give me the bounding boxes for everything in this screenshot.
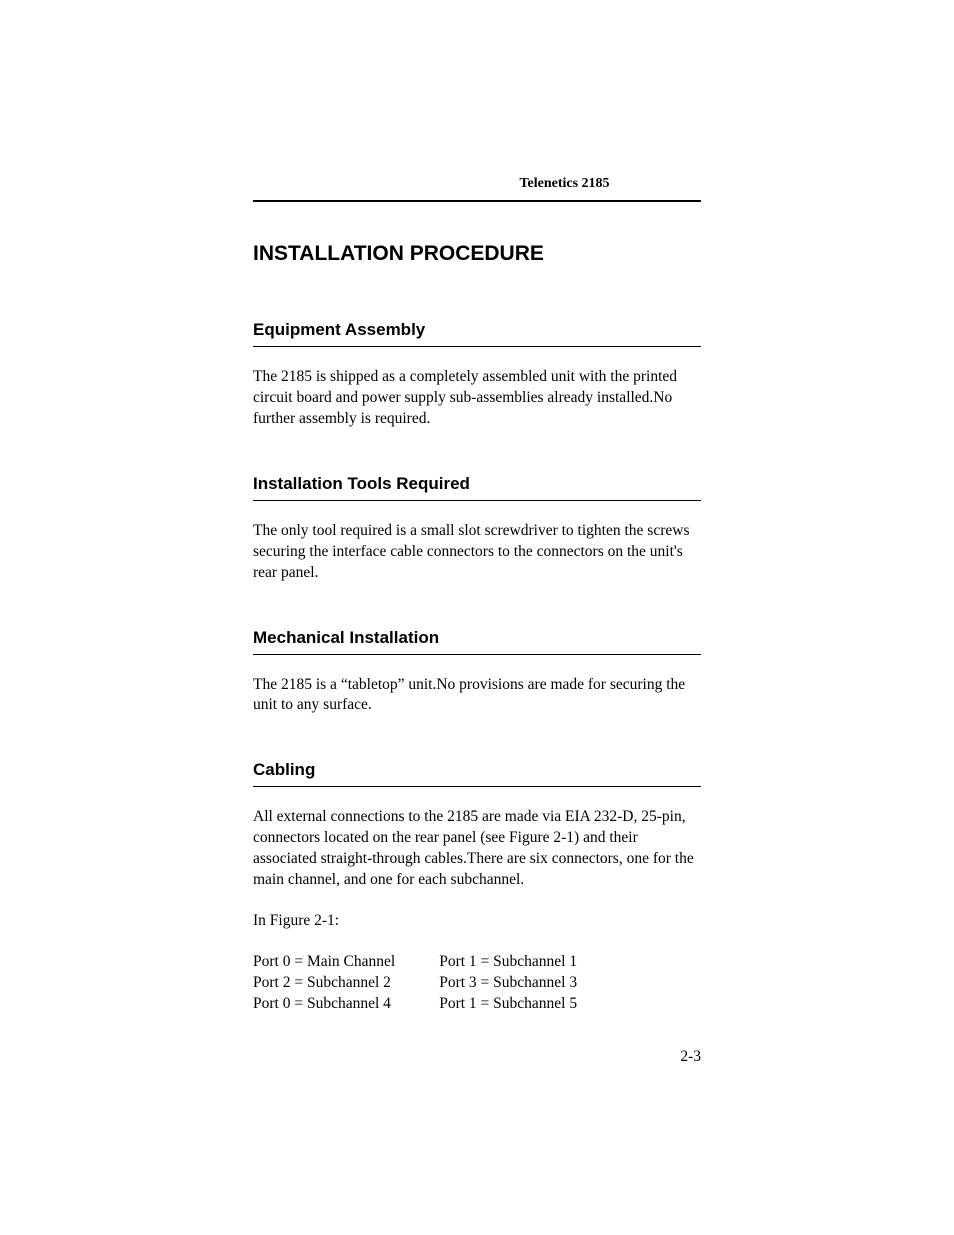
port-row: Port 2 = Subchannel 2	[253, 973, 395, 994]
figure-reference: In Figure 2-1:	[253, 911, 701, 932]
port-row: Port 0 = Subchannel 4	[253, 994, 395, 1015]
page-content: Telenetics 2185 INSTALLATION PROCEDURE E…	[0, 0, 954, 1015]
section-heading-cabling: Cabling	[253, 760, 701, 787]
port-row: Port 0 = Main Channel	[253, 952, 395, 973]
port-row: Port 1 = Subchannel 1	[439, 952, 577, 973]
section-heading-mechanical-installation: Mechanical Installation	[253, 628, 701, 655]
port-table: Port 0 = Main Channel Port 2 = Subchanne…	[253, 952, 701, 1015]
port-row: Port 1 = Subchannel 5	[439, 994, 577, 1015]
body-paragraph: The only tool required is a small slot s…	[253, 521, 701, 584]
page-number: 2-3	[680, 1048, 701, 1066]
body-paragraph: All external connections to the 2185 are…	[253, 807, 701, 891]
section-heading-equipment-assembly: Equipment Assembly	[253, 320, 701, 347]
body-paragraph: The 2185 is a “tabletop” unit.No provisi…	[253, 675, 701, 717]
port-row: Port 3 = Subchannel 3	[439, 973, 577, 994]
running-header: Telenetics 2185	[253, 176, 701, 202]
main-heading: INSTALLATION PROCEDURE	[253, 242, 701, 266]
body-paragraph: The 2185 is shipped as a completely asse…	[253, 367, 701, 430]
port-column-left: Port 0 = Main Channel Port 2 = Subchanne…	[253, 952, 395, 1015]
section-heading-installation-tools: Installation Tools Required	[253, 474, 701, 501]
port-column-right: Port 1 = Subchannel 1 Port 3 = Subchanne…	[439, 952, 577, 1015]
